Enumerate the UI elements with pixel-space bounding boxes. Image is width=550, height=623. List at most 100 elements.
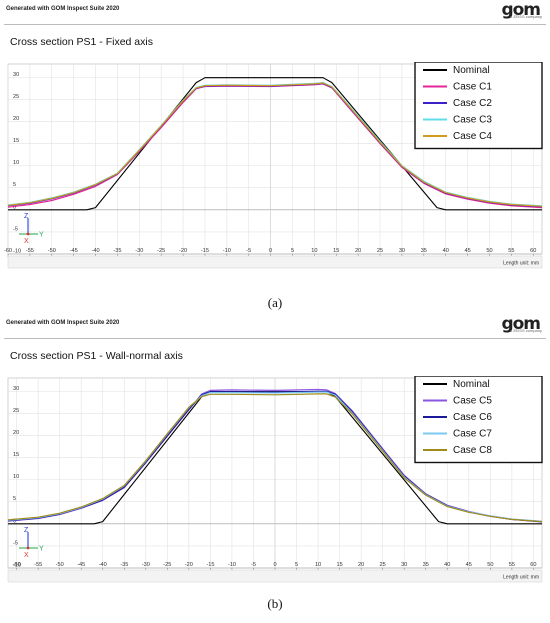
generated-by-text: Generated with GOM Inspect Suite 2020 — [6, 6, 120, 12]
x-tick-label: 20 — [358, 562, 364, 568]
x-tick-label: -60 — [4, 248, 12, 254]
y-tick-label: 15 — [13, 452, 19, 458]
legend-label: Nominal — [453, 65, 490, 76]
x-tick-label: -35 — [113, 248, 121, 254]
legend-label: Case C6 — [453, 412, 492, 423]
x-tick-label: 55 — [508, 248, 514, 254]
x-tick-label: 35 — [423, 562, 429, 568]
x-tick-label: 40 — [443, 248, 449, 254]
x-tick-label: -55 — [34, 562, 42, 568]
x-tick-label: -30 — [135, 248, 143, 254]
x-tick-label: 35 — [421, 248, 427, 254]
x-tick-label: 55 — [509, 562, 515, 568]
length-unit-label: Length unit: mm — [503, 261, 539, 267]
y-axis-label: Y — [39, 232, 44, 239]
legend: Nominal Case C1 Case C2 Case C3 Case C4 — [414, 62, 543, 150]
chart-panel-b: Generated with GOM Inspect Suite 2020 go… — [0, 314, 550, 584]
x-tick-label: -15 — [206, 562, 214, 568]
x-tick-label: 0 — [269, 248, 272, 254]
x-tick-label: 40 — [444, 562, 450, 568]
x-tick-label: 60 — [530, 248, 536, 254]
x-tick-label: -40 — [91, 248, 99, 254]
caption-a: (a) — [267, 295, 283, 310]
header-divider — [4, 24, 546, 25]
header-divider — [4, 338, 546, 339]
length-unit-label: Length unit: mm — [503, 575, 539, 581]
y-tick-label: -5 — [13, 226, 18, 232]
x-tick-label: -40 — [99, 562, 107, 568]
origin-dot — [26, 232, 30, 236]
plot-area: -10 -5 0 5 10 15 20 25 30 -60 -55 -50 -45 -40 -35 -30 -2… — [4, 62, 546, 270]
y-tick-label: 20 — [13, 430, 19, 436]
y-tick-label: -10 — [13, 249, 21, 255]
y-tick-label: -10 — [13, 563, 21, 569]
x-axis-label: X — [24, 238, 29, 245]
y-tick-label: 0 — [13, 204, 16, 210]
x-tick-label: 30 — [399, 248, 405, 254]
x-tick-label: -50 — [56, 562, 64, 568]
x-tick-label: -10 — [228, 562, 236, 568]
x-tick-label: 10 — [315, 562, 321, 568]
y-tick-label: -5 — [13, 540, 18, 546]
x-tick-label: 0 — [273, 562, 276, 568]
chart-title: Cross section PS1 - Wall-normal axis — [10, 350, 183, 362]
z-axis-label: Z — [24, 213, 29, 220]
x-tick-label: 30 — [401, 562, 407, 568]
series-line-nominal — [8, 77, 542, 211]
x-tick-label: 15 — [336, 562, 342, 568]
x-tick-label: -5 — [251, 562, 256, 568]
x-tick-label: -20 — [185, 562, 193, 568]
x-tick-label: -5 — [246, 248, 251, 254]
x-tick-label: 25 — [377, 248, 383, 254]
legend-label: Case C5 — [453, 396, 492, 407]
legend-label: Case C1 — [453, 82, 492, 93]
x-tick-label: 50 — [486, 248, 492, 254]
x-tick-label: -45 — [70, 248, 78, 254]
caption-b: (b) — [267, 596, 283, 611]
x-tick-label: 15 — [333, 248, 339, 254]
chart-title: Cross section PS1 - Fixed axis — [10, 36, 153, 48]
gom-logo-subtext: a ZEISS company — [509, 14, 542, 19]
y-axis-label: Y — [39, 546, 44, 553]
y-tick-label: 25 — [13, 408, 19, 414]
unit-band — [7, 569, 543, 583]
coordinate-triad-icon: Z Y X — [19, 527, 44, 559]
chart-panel-a: Generated with GOM Inspect Suite 2020 go… — [0, 0, 550, 270]
gom-logo: gom — [501, 314, 541, 334]
x-tick-label: -50 — [48, 248, 56, 254]
x-tick-label: -35 — [120, 562, 128, 568]
y-tick-label: 30 — [13, 72, 19, 78]
x-tick-label: -25 — [163, 562, 171, 568]
y-tick-label: 10 — [13, 160, 19, 166]
y-tick-label: 25 — [13, 94, 19, 100]
z-axis-label: Z — [24, 527, 29, 534]
coordinate-triad-icon: Z Y X — [19, 213, 44, 245]
x-axis-label: X — [24, 552, 29, 559]
legend-label: Case C8 — [453, 445, 492, 456]
generated-by-text: Generated with GOM Inspect Suite 2020 — [6, 320, 120, 326]
y-tick-label: 20 — [13, 116, 19, 122]
series-line-case-c4 — [7, 82, 543, 207]
y-tick-label: 5 — [13, 182, 16, 188]
x-tick-label: 5 — [295, 562, 298, 568]
origin-dot — [26, 546, 30, 550]
x-tick-label: -20 — [179, 248, 187, 254]
x-tick-label: 5 — [291, 248, 294, 254]
y-tick-label: 5 — [13, 496, 16, 502]
x-tick-label: -10 — [223, 248, 231, 254]
x-tick-label: 45 — [466, 562, 472, 568]
legend: Nominal Case C5 Case C6 Case C7 Case C8 — [414, 376, 543, 464]
x-tick-label: 45 — [464, 248, 470, 254]
x-tick-label: 25 — [380, 562, 386, 568]
x-tick-label: 60 — [530, 562, 536, 568]
legend-box — [414, 62, 543, 150]
y-tick-label: 10 — [13, 474, 19, 480]
legend-label: Case C7 — [453, 429, 492, 440]
x-tick-label: 50 — [487, 562, 493, 568]
x-tick-label: 20 — [355, 248, 361, 254]
series-line-case-c8 — [7, 393, 543, 523]
gom-logo: gom — [501, 0, 541, 20]
x-tick-label: -55 — [26, 248, 34, 254]
